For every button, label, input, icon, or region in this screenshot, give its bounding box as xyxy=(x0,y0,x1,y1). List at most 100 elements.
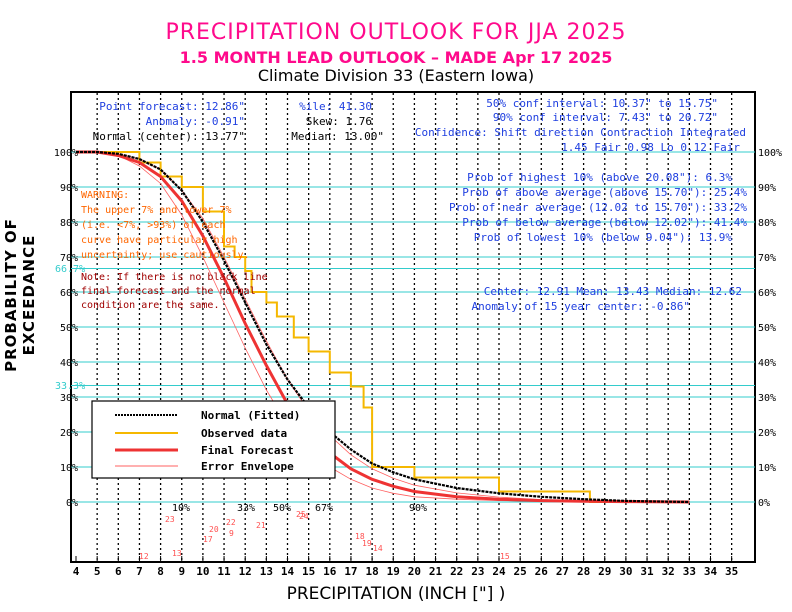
skew-text: Skew: 1.76 xyxy=(306,115,372,128)
center-anomaly: Anomaly of 15 year center: -0.86" xyxy=(471,300,690,313)
x-tick-label: 13 xyxy=(260,565,273,578)
year-label: 14 xyxy=(373,544,383,553)
chart-title: PRECIPITATION OUTLOOK FOR JJA 2025 xyxy=(165,20,627,45)
x-tick-label: 27 xyxy=(556,565,569,578)
y-tick-label-left: 0% xyxy=(66,498,78,509)
x-tick-label: 24 xyxy=(492,565,506,578)
x-tick-label: 32 xyxy=(662,565,675,578)
year-label: 19 xyxy=(362,539,372,548)
x-tick-label: 29 xyxy=(598,565,611,578)
y-tick-label-right: 70% xyxy=(758,253,776,264)
axis-ticks: 0% 0% 10% 10% 20% 20% 30% 30% 40% 40% 50% 50% 60% 60%… xyxy=(54,148,782,578)
y-tick-label-right: 20% xyxy=(758,428,776,439)
year-label: 15 xyxy=(500,552,510,561)
x-tick-label: 35 xyxy=(725,565,738,578)
year-label: 13 xyxy=(172,549,182,558)
marker-label-67: 67% xyxy=(315,503,333,514)
x-tick-label: 4 xyxy=(73,565,80,578)
year-label: 25 xyxy=(296,510,306,519)
anomaly-text: Anomaly: -0.91" xyxy=(146,115,245,128)
year-label: 18 xyxy=(355,532,365,541)
x-tick-label: 21 xyxy=(429,565,443,578)
legend-label-normal: Normal (Fitted) xyxy=(201,409,300,422)
probability-item: Prob of below average (below 12.02"): 41… xyxy=(462,216,747,229)
year-label: 21 xyxy=(256,521,266,530)
warning-line: The upper 7% and lower 7% xyxy=(81,205,232,216)
y-tick-label-left: 100% xyxy=(54,148,78,159)
legend: Normal (Fitted) Observed data Final Fore… xyxy=(91,400,336,479)
y-tick-label-left: 20% xyxy=(60,428,78,439)
legend-label-envelope: Error Envelope xyxy=(201,460,294,473)
year-label: 22 xyxy=(226,518,236,527)
year-label: 9 xyxy=(229,529,234,538)
center-stats: Center: 12.91 Mean: 13.43 Median: 12.62 xyxy=(484,285,742,298)
probability-list: Prob of highest 10% (above 20.08"): 6.3%… xyxy=(449,171,747,244)
ci50-text: 50% conf interval: 10.37" to 15.75" xyxy=(486,97,718,110)
x-tick-label: 20 xyxy=(408,565,421,578)
y-tick-label-right: 0% xyxy=(758,498,770,509)
x-tick-label: 31 xyxy=(640,565,654,578)
marker-label-33: 33% xyxy=(237,503,255,514)
x-tick-label: 30 xyxy=(619,565,632,578)
warning-line: uncertainty; use cautiously. xyxy=(81,250,250,261)
y-tick-label-left: 60% xyxy=(60,288,78,299)
x-tick-label: 9 xyxy=(178,565,185,578)
x-tick-label: 18 xyxy=(365,565,378,578)
year-label: 24 xyxy=(299,512,309,521)
x-tick-label: 17 xyxy=(344,565,357,578)
climate-division: Climate Division 33 (Eastern Iowa) xyxy=(257,66,535,85)
median-text: Median: 13.00" xyxy=(291,130,384,143)
y-tick-label-right: 90% xyxy=(758,183,776,194)
legend-label-forecast: Final Forecast xyxy=(201,444,294,457)
x-tick-label: 19 xyxy=(387,565,400,578)
y-tick-label-left: 80% xyxy=(60,218,78,229)
x-tick-label: 22 xyxy=(450,565,463,578)
warning-line: curve have particular high xyxy=(81,235,238,246)
point-forecast-text: Point forecast: 12.86" xyxy=(99,100,245,113)
warning-line: WARNING: xyxy=(81,190,129,201)
x-tick-label: 33 xyxy=(683,565,696,578)
probability-item: Prob of lowest 10% (below 9.04"): 13.9% xyxy=(474,231,733,244)
x-tick-label: 16 xyxy=(323,565,337,578)
normal-center-text: Normal (center): 13.77" xyxy=(93,130,245,143)
x-tick-label: 6 xyxy=(115,565,122,578)
observed-line xyxy=(76,151,690,503)
warning-line: (i.e. <7%, >93%) of each xyxy=(81,220,226,231)
year-label: 12 xyxy=(139,552,149,561)
x-tick-label: 10 xyxy=(196,565,209,578)
note-line: final forecast and the normal xyxy=(81,286,256,297)
grid xyxy=(71,93,755,561)
note-block: Note: If there is no black line final for… xyxy=(81,272,268,311)
note-line: Note: If there is no black line xyxy=(81,272,268,283)
y-tick-label-left: 30% xyxy=(60,393,78,404)
y-tick-label-right: 30% xyxy=(758,393,776,404)
probability-item: Prob of near average (12.02 to 15.70"): … xyxy=(449,201,747,214)
x-axis-label: PRECIPITATION (INCH ["] ) xyxy=(286,584,506,604)
x-tick-label: 23 xyxy=(471,565,484,578)
x-tick-label: 14 xyxy=(281,565,295,578)
y-tick-label-left: 70% xyxy=(60,253,78,264)
x-tick-label: 34 xyxy=(704,565,718,578)
percentile-text: %ile: 41.30 xyxy=(299,100,372,113)
x-tick-label: 5 xyxy=(94,565,101,578)
y-tick-label-right: 60% xyxy=(758,288,776,299)
year-label: 20 xyxy=(209,525,219,534)
y-tick-label-right: 40% xyxy=(758,358,776,369)
ref-label-66: 66.7% xyxy=(55,264,85,275)
x-tick-label: 11 xyxy=(217,565,231,578)
warning-block: WARNING: The upper 7% and lower 7% (i.e. <… xyxy=(81,190,250,261)
confidence-values: 1.45 Fair 0.98 Lo 0.12 Fair xyxy=(561,141,740,154)
marker-label-50: 50% xyxy=(273,503,291,514)
x-tick-label: 7 xyxy=(136,565,143,578)
x-tick-label: 15 xyxy=(302,565,315,578)
y-tick-label-right: 80% xyxy=(758,218,776,229)
y-tick-label-left: 50% xyxy=(60,323,78,334)
x-tick-label: 26 xyxy=(535,565,549,578)
ref-label-33: 33.3% xyxy=(55,381,85,392)
legend-label-observed: Observed data xyxy=(201,427,287,440)
x-tick-label: 8 xyxy=(157,565,164,578)
year-label: 23 xyxy=(165,515,175,524)
marker-label-90: 90% xyxy=(409,503,427,514)
